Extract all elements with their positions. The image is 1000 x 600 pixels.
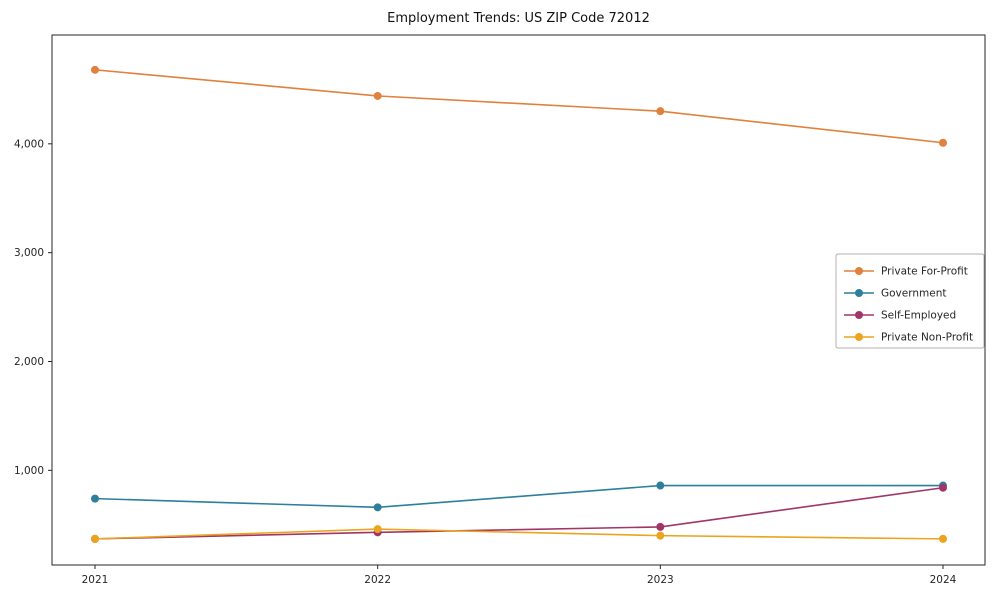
series-marker: [91, 494, 99, 503]
series-line-government: [94, 484, 943, 509]
legend-sample-marker: [855, 289, 863, 297]
series-marker: [939, 534, 947, 543]
chart-title: Employment Trends: US ZIP Code 72012: [387, 11, 650, 26]
x-axis-tick-label: 2021: [82, 574, 109, 586]
y-axis-tick-label: 2,000: [14, 356, 44, 368]
legend-box: [835, 253, 985, 349]
series-line-self-employed: [94, 486, 944, 540]
legend-sample-marker: [855, 267, 863, 275]
y-axis-tick-label: 4,000: [14, 138, 44, 150]
series-marker: [656, 107, 665, 116]
series-marker: [656, 531, 665, 540]
series-marker: [939, 138, 947, 147]
series-marker: [373, 91, 382, 100]
x-axis-tick-label: 2024: [930, 574, 957, 586]
x-axis-tick-label: 2022: [364, 574, 391, 586]
legend-sample-marker: [855, 311, 863, 319]
series-line-private-non-profit: [94, 528, 944, 540]
legend-label: Private Non-Profit: [881, 332, 973, 344]
y-axis-tick-label: 3,000: [14, 247, 44, 259]
series-marker: [91, 65, 99, 74]
legend-label: Self-Employed: [881, 310, 956, 322]
series-marker: [373, 525, 382, 534]
x-axis-tick-label: 2023: [647, 574, 674, 586]
series-marker: [939, 483, 947, 492]
legend-sample-marker: [855, 333, 863, 341]
series-marker: [656, 481, 665, 490]
series-marker: [656, 522, 665, 531]
legend-label: Private For-Profit: [881, 266, 968, 278]
series-line-private-for-profit: [94, 69, 944, 144]
plot-border: [51, 34, 986, 566]
y-axis-tick-label: 1,000: [14, 465, 44, 477]
legend-label: Government: [881, 288, 946, 300]
series-marker: [91, 534, 99, 543]
series-marker: [373, 503, 382, 512]
